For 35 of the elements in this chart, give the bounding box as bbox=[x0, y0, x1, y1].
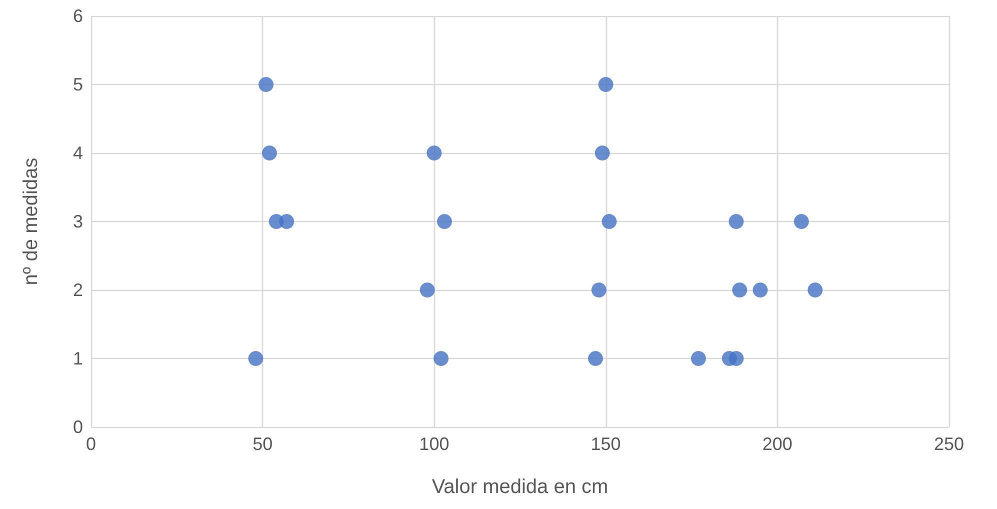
x-tick-label: 250 bbox=[934, 434, 964, 454]
point bbox=[690, 351, 706, 366]
y-tick-label: 3 bbox=[72, 212, 83, 232]
point bbox=[588, 351, 604, 366]
x-axis-title: Valor medida en cm bbox=[432, 476, 608, 498]
x-tick-label: 50 bbox=[252, 434, 273, 454]
point bbox=[420, 282, 435, 298]
point bbox=[728, 214, 744, 229]
x-tick-label: 0 bbox=[86, 434, 96, 454]
y-tick-label: 5 bbox=[72, 74, 83, 94]
point bbox=[728, 351, 744, 366]
y-tick-label: 6 bbox=[72, 6, 83, 26]
point bbox=[591, 282, 606, 298]
point bbox=[794, 214, 809, 229]
point bbox=[594, 146, 610, 160]
point bbox=[279, 214, 294, 229]
x-tick-label: 100 bbox=[419, 434, 450, 454]
x-tick-label: 200 bbox=[762, 434, 792, 454]
point bbox=[808, 282, 823, 298]
point bbox=[434, 351, 449, 366]
y-tick-label: 1 bbox=[72, 348, 83, 368]
y-tick-label: 0 bbox=[72, 417, 83, 437]
point bbox=[752, 282, 768, 298]
x-tick-label: 150 bbox=[590, 434, 621, 454]
point bbox=[262, 146, 277, 160]
y-tick-label: 2 bbox=[72, 280, 83, 300]
point bbox=[732, 282, 748, 298]
point bbox=[598, 77, 614, 92]
point bbox=[258, 77, 274, 92]
y-tick-label: 4 bbox=[72, 143, 83, 163]
point bbox=[426, 146, 442, 160]
point bbox=[437, 214, 452, 229]
point bbox=[248, 351, 264, 366]
y-axis-title: nº de medidas bbox=[20, 158, 42, 286]
point bbox=[602, 214, 617, 229]
